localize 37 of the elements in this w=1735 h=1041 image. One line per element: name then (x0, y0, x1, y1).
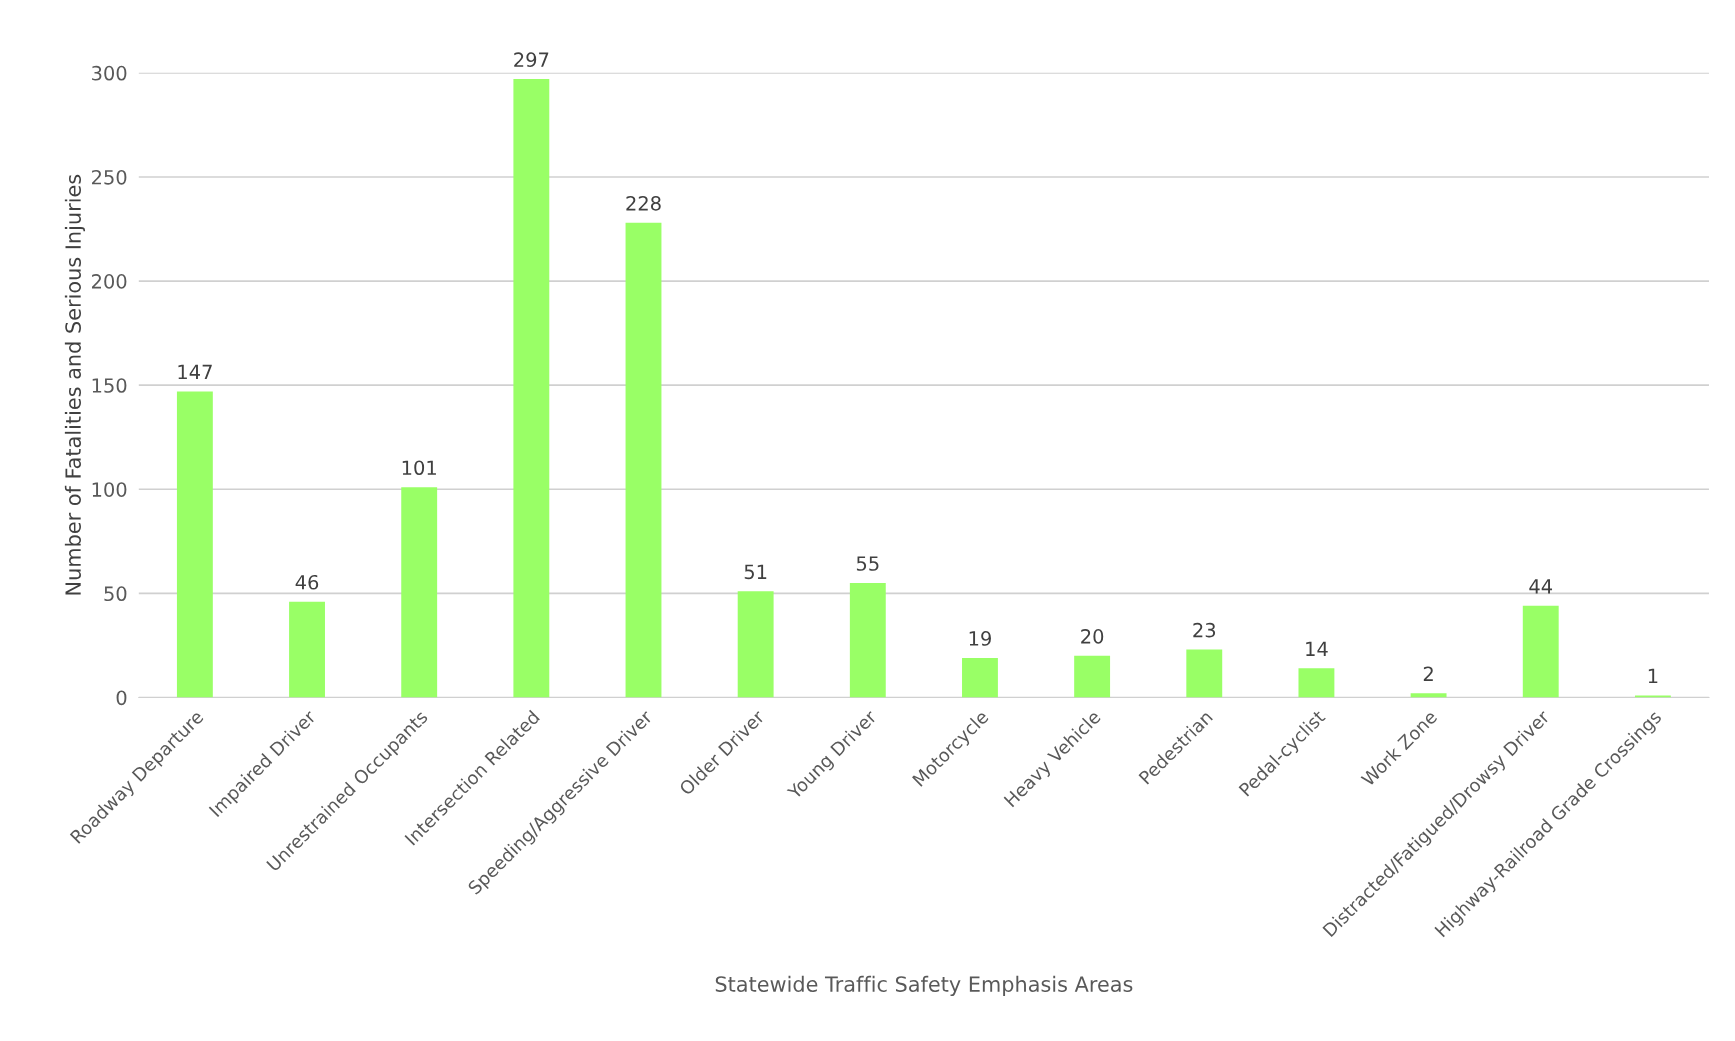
y-tick-label: 150 (92, 378, 127, 393)
y-tick-label: 50 (104, 586, 127, 602)
data-label: 228 (626, 195, 661, 211)
data-label: 55 (856, 556, 879, 571)
bar (737, 591, 774, 698)
bar (289, 601, 325, 698)
y-axis-title: Number of Fatalities and Serious Injuries (64, 174, 86, 595)
data-label: 19 (969, 631, 991, 646)
bar (176, 391, 213, 698)
y-tick-label: 0 (116, 690, 127, 706)
bar (849, 582, 886, 698)
data-label: 46 (295, 574, 319, 590)
y-tick-label: 200 (92, 274, 127, 289)
bar (1186, 649, 1223, 698)
bar (401, 487, 438, 698)
data-label: 23 (1193, 622, 1216, 638)
bar (1634, 695, 1671, 698)
data-label: 297 (514, 52, 549, 68)
data-label: 2 (1423, 666, 1433, 681)
bar (1522, 605, 1559, 698)
y-tick-label: 100 (92, 482, 127, 497)
data-label: 1 (1648, 668, 1658, 684)
data-label: 147 (178, 364, 212, 380)
x-axis-title: Statewide Traffic Safety Emphasis Areas (715, 975, 1133, 996)
y-tick-label: 300 (92, 65, 127, 81)
bar (513, 79, 550, 698)
bar (1298, 668, 1335, 698)
data-label: 101 (402, 460, 436, 476)
bar (962, 657, 998, 698)
bar (1410, 693, 1447, 698)
bar (625, 222, 662, 698)
y-tick-label: 250 (92, 169, 127, 185)
data-label: 44 (1529, 579, 1553, 594)
data-label: 20 (1081, 629, 1104, 644)
bar (1074, 655, 1111, 698)
data-label: 51 (744, 564, 767, 580)
data-label: 14 (1306, 641, 1328, 656)
